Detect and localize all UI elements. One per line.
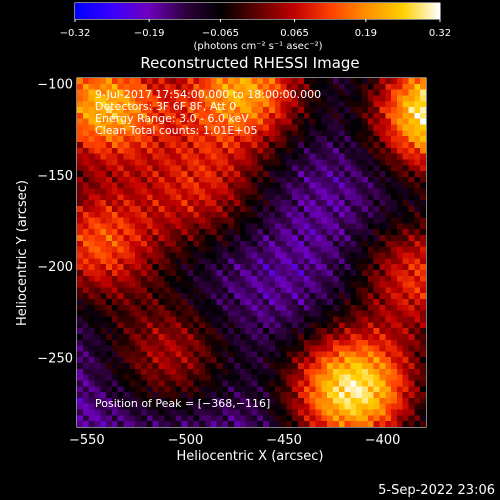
x-axis-label: Heliocentric X (arcsec): [177, 449, 324, 464]
colorbar-tick-label: 0.32: [429, 28, 451, 39]
annotation-clean-counts: Clean Total counts: 1.01E+05: [95, 124, 258, 137]
annotation-energy-range: Energy Range: 3.0 - 6.0 keV: [95, 112, 249, 125]
timestamp: 5-Sep-2022 23:06: [378, 483, 495, 498]
axis-tick-label: −450: [266, 433, 302, 448]
axis-ticks: −550 −500 −450 −400 −100 −150 −200 −250: [37, 77, 426, 448]
heatmap-image: [77, 78, 426, 427]
axis-tick-label: −200: [37, 260, 73, 275]
colorbar-tick-label: −0.19: [134, 28, 165, 39]
colorbar-tick-label: 0.19: [355, 28, 377, 39]
colorbar: [75, 3, 440, 19]
colorbar-tick-label: 0.065: [280, 28, 309, 39]
colorbar-ticks: −0.32 −0.19 −0.065 0.065 0.19 0.32: [60, 19, 451, 39]
axis-tick-label: −250: [37, 352, 73, 367]
chart-title: Reconstructed RHESSI Image: [140, 54, 359, 72]
colorbar-tick-label: −0.32: [60, 28, 91, 39]
axis-tick-label: −550: [69, 433, 105, 448]
annotation-peak-position: Position of Peak = [−368,−116]: [95, 397, 271, 410]
axis-tick-label: −400: [365, 433, 401, 448]
axis-tick-label: −100: [37, 77, 73, 92]
annotation-detectors: Detectors: 3F 6F 8F, Att 0: [95, 100, 237, 113]
axis-tick-label: −500: [168, 433, 204, 448]
annotation-time-range: 9-Jul-2017 17:54:00.000 to 18:00:00.000: [95, 88, 322, 101]
y-axis-label: Heliocentric Y (arcsec): [15, 180, 30, 326]
colorbar-tick-label: −0.065: [202, 28, 239, 39]
axis-tick-label: −150: [37, 169, 73, 184]
colorbar-label: (photons cm⁻² s⁻¹ asec⁻²): [193, 41, 322, 52]
